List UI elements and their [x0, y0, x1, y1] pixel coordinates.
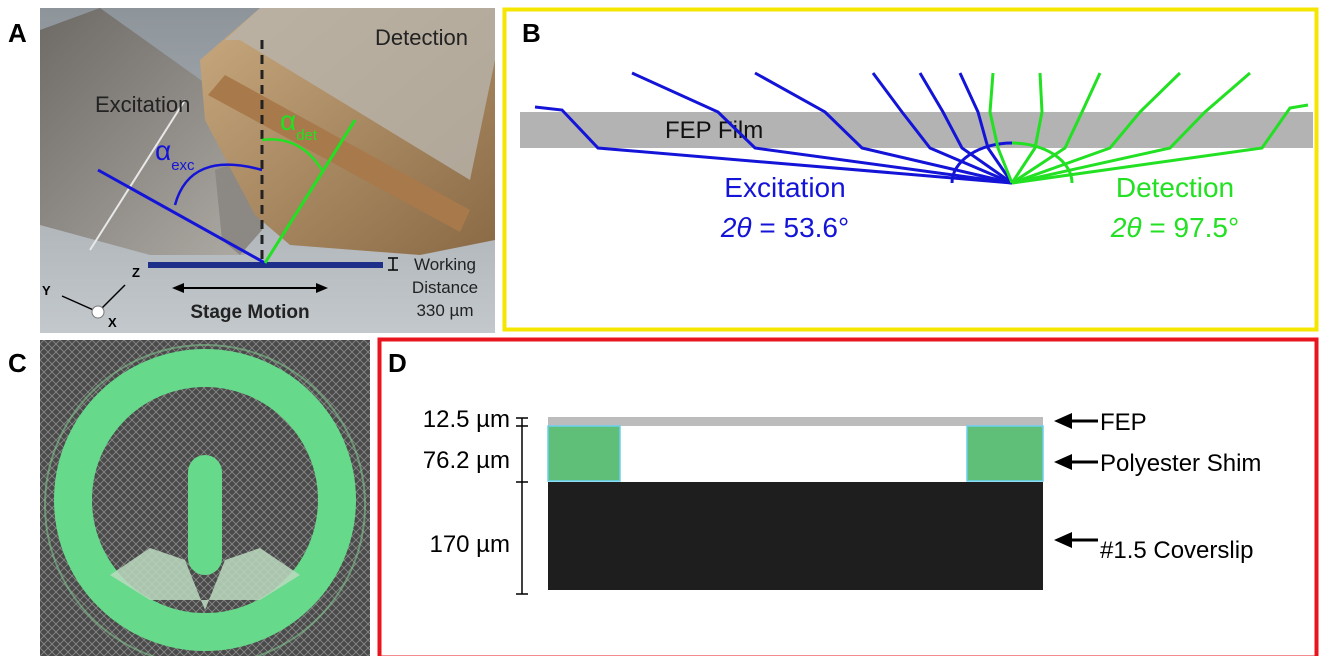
symbol: 2θ	[720, 212, 752, 243]
symbol: 2θ	[1110, 212, 1142, 243]
panel-a: Excitation Detection αexc αdet Working D…	[40, 8, 495, 333]
shim	[548, 426, 620, 481]
layer-label: FEP	[1100, 409, 1147, 436]
detection-angle: 2θ = 97.5°	[1110, 212, 1239, 243]
figure: Excitation Detection αexc αdet Working D…	[0, 0, 1320, 656]
layer-label: #1.5 Coverslip	[1100, 537, 1253, 564]
thickness-label: 170 µm	[429, 531, 510, 558]
panel-b: FEP Film Excitation 2θ = 53.6° Detection…	[505, 10, 1317, 330]
thickness-label: 76.2 µm	[423, 447, 510, 474]
axis-label: Y	[42, 283, 51, 298]
working-distance: Working	[414, 255, 476, 274]
thickness-label: 12.5 µm	[423, 406, 510, 433]
alpha: α	[280, 105, 296, 136]
alpha: α	[155, 135, 171, 166]
stem	[188, 455, 222, 575]
panel-label: C	[8, 348, 27, 378]
subscript: det	[296, 127, 318, 144]
axis-x	[92, 306, 104, 318]
panel-label: B	[522, 18, 541, 48]
stage-motion: Stage Motion	[190, 302, 309, 323]
excitation-label: Excitation	[724, 172, 845, 203]
detection-label: Detection	[375, 25, 468, 50]
panel-label: A	[8, 18, 27, 48]
panel-c	[40, 340, 370, 656]
shim	[967, 426, 1043, 481]
working-distance: 330 µm	[416, 301, 473, 320]
detection-label: Detection	[1116, 172, 1234, 203]
fep-layer	[548, 417, 1043, 426]
value: = 97.5°	[1149, 212, 1239, 243]
panel-d: 12.5 µm 76.2 µm 170 µm FEP Polyester Shi…	[380, 340, 1317, 656]
value: = 53.6°	[759, 212, 849, 243]
working-distance: Distance	[412, 278, 478, 297]
coverslip	[548, 482, 1043, 590]
excitation-label: Excitation	[95, 92, 190, 117]
axis-label: X	[108, 315, 117, 330]
excitation-angle: 2θ = 53.6°	[720, 212, 849, 243]
layer-label: Polyester Shim	[1100, 450, 1261, 477]
panel-label: D	[388, 348, 407, 378]
axis-label: Z	[132, 265, 140, 280]
subscript: exc	[171, 157, 195, 174]
